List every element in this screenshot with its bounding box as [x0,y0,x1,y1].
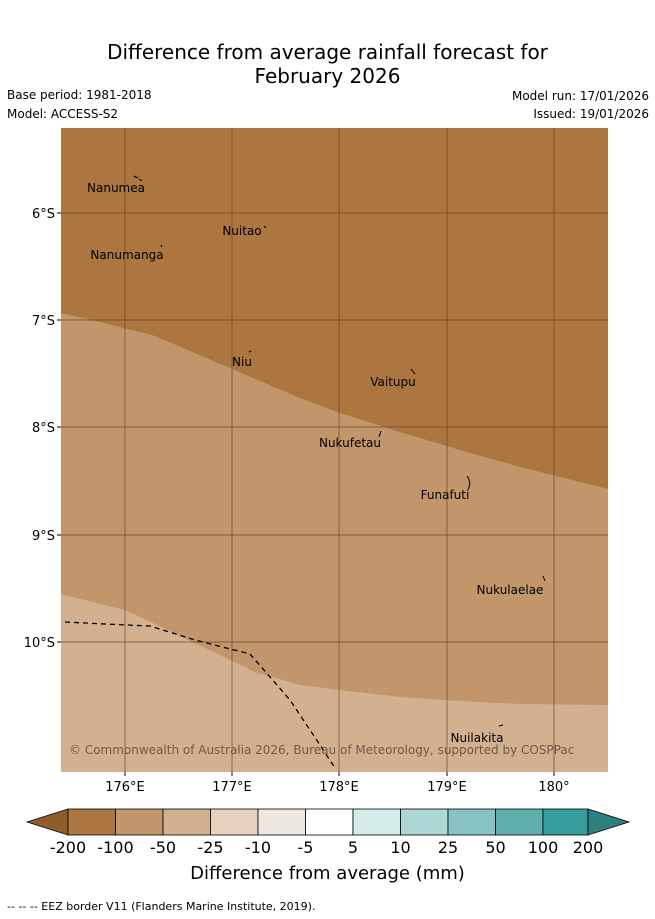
lat-tick-7s: 7°S [32,314,55,329]
island-label-nuilakita: Nuilakita [451,731,504,745]
eez-legend-text: -- -- -- EEZ border V11 (Flanders Marine… [7,900,316,913]
colorbar-cell-1 [115,808,164,836]
model-text: Model: ACCESS-S2 [7,107,119,121]
colorbar [25,808,631,836]
island-label-funafuti: Funafuti [421,488,470,502]
colorbar-cell-5 [305,808,354,836]
island-label-nukulaelae: Nukulaelae [477,583,544,597]
lat-axis: 6°S 7°S 8°S 9°S 10°S [24,207,61,651]
colorbar-cell-8 [447,808,496,836]
lat-tick-6s: 6°S [32,207,55,222]
lon-tick-177e: 177°E [212,780,252,795]
colorbar-label-9: 50 [485,838,506,857]
colorbar-cell-7 [400,808,449,836]
zone-dry-100-50 [61,128,608,489]
colorbar-arrow-high [587,808,631,836]
chart-title: Difference from average rainfall forecas… [0,40,655,88]
colorbar-cell-6 [352,808,401,836]
lat-tick-8s: 8°S [32,421,55,436]
lat-gridlines [61,212,608,643]
nukufetau-outline [378,430,382,438]
funafuti-outline [466,475,471,490]
colorbar-cell-4 [257,808,306,836]
colorbar-cell-2 [162,808,211,836]
map-panel: Nanumea Nuitao Nanumanga Niu Vaitupu Nuk… [61,128,608,772]
nanumanga-outline [160,244,163,248]
colorbar-cell-9 [495,808,544,836]
lat-tick-9s: 9°S [32,529,55,544]
nuitao-outline [263,225,267,229]
base-period-text: Base period: 1981-2018 [7,88,152,102]
title-line-1: Difference from average rainfall forecas… [107,40,548,64]
lon-tick-178e: 178°E [319,780,359,795]
colorbar-label-8: 25 [437,838,459,857]
colorbar-arrow-low [25,808,69,836]
model-run-text: Model run: 17/01/2026 [511,89,649,103]
island-labels: Nanumea Nuitao Nanumanga Niu Vaitupu Nuk… [87,181,543,745]
island-label-nanumanga: Nanumanga [90,248,163,262]
colorbar-label-11: 200 [572,838,604,857]
island-label-nukufetau: Nukufetau [319,436,381,450]
island-label-nanumea: Nanumea [87,181,145,195]
colorbar-cell-10 [542,808,589,836]
lon-tick-176e: 176°E [105,780,145,795]
colorbar-label-5: -5 [297,838,314,857]
lon-gridlines [124,128,555,772]
nanumea-outline [133,175,143,182]
vaitupu-outline [410,368,416,375]
eez-border-line [64,621,336,769]
lat-tick-10s: 10°S [24,636,55,651]
colorbar-cell-0 [67,808,116,836]
copyright-text: © Commonwealth of Australia 2026, Bureau… [69,743,574,757]
title-line-2: February 2026 [254,64,401,88]
colorbar-label-7: 10 [390,838,411,857]
colorbar-cell-3 [210,808,259,836]
nukulaelae-outline [542,575,546,582]
colorbar-label-2: -50 [149,838,177,857]
colorbar-label-4: -10 [244,838,272,857]
niu-outline [248,350,252,353]
issued-text: Issued: 19/01/2026 [533,107,649,121]
island-label-niu: Niu [232,355,252,369]
lon-axis: 176°E 177°E 178°E 179°E 180° [105,772,570,795]
nuilakita-outline [498,724,504,727]
island-label-vaitupu: Vaitupu [370,375,416,389]
lon-tick-180: 180° [538,780,569,795]
lon-tick-179e: 179°E [427,780,467,795]
island-label-nuitao: Nuitao [222,224,261,238]
colorbar-label-10: 100 [527,838,559,857]
colorbar-label-6: 5 [347,838,359,857]
colorbar-label-1: -100 [97,838,134,857]
colorbar-label-3: -25 [197,838,224,857]
island-outlines [133,175,546,727]
colorbar-label-0: -200 [49,838,87,857]
colorbar-title: Difference from average (mm) [190,863,465,884]
